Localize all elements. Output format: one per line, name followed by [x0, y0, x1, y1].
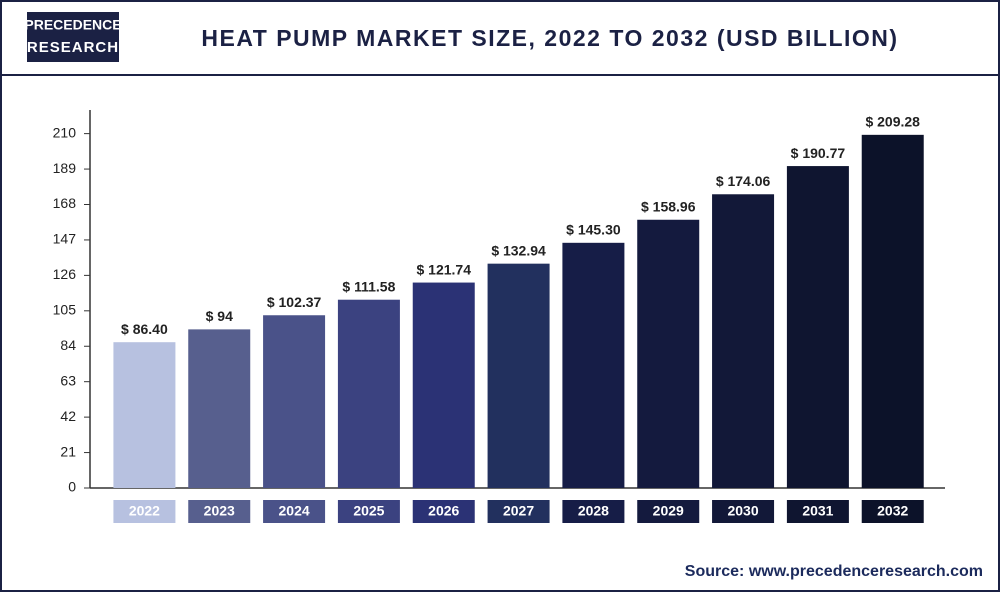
x-tick-label: 2029: [653, 503, 684, 519]
category-box: [786, 500, 849, 523]
x-tick-label: 2026: [428, 503, 459, 519]
y-tick-label: 168: [53, 195, 77, 211]
bar: [712, 194, 775, 488]
y-tick-label: 147: [53, 231, 77, 247]
category-box: [861, 500, 924, 523]
source: Source: www.precedenceresearch.com: [685, 563, 983, 580]
value-label: $ 94: [206, 308, 233, 324]
value-label: $ 132.94: [491, 242, 546, 258]
category-box: [487, 500, 550, 523]
value-label: $ 174.06: [716, 173, 771, 189]
x-tick-label: 2030: [727, 503, 758, 519]
logo-text: RESEARCH: [27, 39, 119, 56]
value-label: $ 102.37: [267, 294, 322, 310]
x-tick-label: 2027: [503, 503, 534, 519]
value-label: $ 86.40: [121, 321, 168, 337]
y-tick-label: 105: [53, 302, 77, 318]
y-tick-label: 189: [53, 160, 77, 176]
bar: [861, 134, 924, 488]
x-tick-label: 2025: [353, 503, 384, 519]
y-tick-label: 84: [60, 337, 76, 353]
category-box: [337, 500, 400, 523]
category-box: [712, 500, 775, 523]
value-label: $ 111.58: [342, 278, 395, 294]
bar: [562, 242, 625, 488]
category-box: [412, 500, 475, 523]
y-tick-label: 42: [60, 408, 76, 424]
y-tick-label: 210: [53, 124, 77, 140]
value-label: $ 190.77: [791, 145, 846, 161]
value-label: $ 121.74: [416, 261, 471, 277]
category-box: [637, 500, 700, 523]
bar: [113, 342, 176, 488]
category-box: [263, 500, 326, 523]
logo-box: [27, 12, 119, 62]
x-tick-label: 2032: [877, 503, 908, 519]
y-tick-label: 21: [60, 443, 76, 459]
x-tick-label: 2024: [279, 503, 310, 519]
value-label: $ 145.30: [566, 222, 621, 238]
category-box: [562, 500, 625, 523]
category-box: [188, 500, 251, 523]
chart-title: HEAT PUMP MARKET SIZE, 2022 TO 2032 (USD…: [201, 25, 898, 51]
bar: [337, 299, 400, 488]
y-tick-label: 126: [53, 266, 77, 282]
value-label: $ 209.28: [865, 114, 920, 130]
bar: [412, 282, 475, 488]
value-label: $ 158.96: [641, 198, 696, 214]
bar: [637, 219, 700, 488]
category-box: [113, 500, 176, 523]
bar: [487, 263, 550, 488]
x-tick-label: 2023: [204, 503, 235, 519]
y-tick-label: 0: [68, 479, 76, 495]
x-tick-label: 2022: [129, 503, 160, 519]
bar: [188, 329, 251, 488]
x-tick-label: 2028: [578, 503, 609, 519]
x-tick-label: 2031: [802, 503, 833, 519]
bar: [786, 166, 849, 488]
logo-text: PRECEDENCE: [24, 17, 121, 33]
bar: [263, 315, 326, 488]
y-tick-label: 63: [60, 372, 76, 388]
